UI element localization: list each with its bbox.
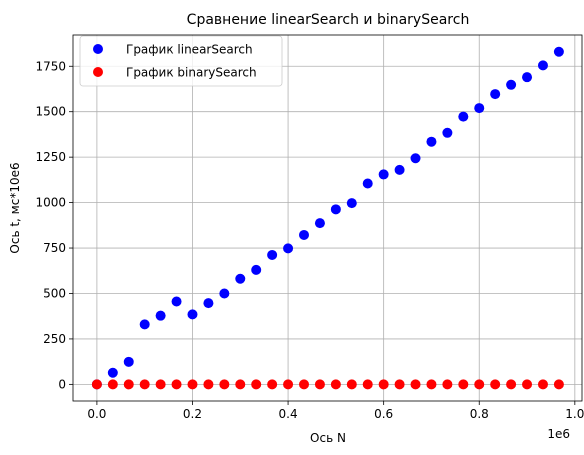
linear-search-point [267, 249, 278, 260]
y-axis-label: Ось t, мс*10е6 [8, 162, 22, 253]
binary-search-point [522, 379, 533, 390]
x-axis-offset-label: 1e6 [547, 427, 570, 441]
linear-search-point [203, 298, 214, 309]
binary-search-point [299, 379, 310, 390]
linear-search-point [123, 356, 134, 367]
linear-search-point [235, 273, 246, 284]
grid [73, 35, 582, 401]
linear-search-point [362, 178, 373, 189]
x-axis-ticks: 0.0 0.2 0.4 0.6 0.8 1.0 [87, 401, 584, 421]
linear-search-point [314, 218, 325, 229]
legend-box [79, 35, 283, 87]
binary-search-point [203, 379, 214, 390]
binary-search-point [219, 379, 230, 390]
x-tick-label: 0.2 [183, 407, 202, 421]
binary-search-point [283, 379, 294, 390]
binary-search-point [458, 379, 469, 390]
binary-search-point [394, 379, 405, 390]
x-tick-label: 1.0 [565, 407, 584, 421]
binary-search-point [490, 379, 501, 390]
series-1 [91, 379, 564, 390]
linear-search-point [283, 243, 294, 254]
binary-search-point [474, 379, 485, 390]
linear-search-point [155, 310, 166, 321]
linear-search-point [378, 169, 389, 180]
binary-search-point [123, 379, 134, 390]
binary-search-point [107, 379, 118, 390]
y-tick-label: 1000 [35, 196, 66, 210]
linear-search-point [251, 264, 262, 275]
binary-search-point [267, 379, 278, 390]
legend-marker-binary [93, 67, 103, 77]
linear-search-point [522, 72, 533, 83]
binary-search-point [506, 379, 517, 390]
legend-label-linear: График linearSearch [126, 43, 253, 57]
binary-search-point [378, 379, 389, 390]
linear-search-point [139, 319, 150, 330]
x-tick-label: 0.8 [470, 407, 489, 421]
binary-search-point [235, 379, 246, 390]
linear-search-point [442, 127, 453, 138]
linear-search-point [474, 103, 485, 114]
linear-search-point [458, 111, 469, 122]
y-tick-label: 1500 [35, 105, 66, 119]
binary-search-point [410, 379, 421, 390]
y-tick-label: 750 [43, 241, 66, 255]
y-tick-label: 0 [58, 377, 66, 391]
linear-search-point [537, 60, 548, 71]
y-tick-label: 250 [43, 332, 66, 346]
linear-search-point [219, 288, 230, 299]
binary-search-point [553, 379, 564, 390]
axes-frame [72, 34, 583, 402]
data-points [91, 46, 564, 390]
binary-search-point [187, 379, 198, 390]
y-axis-ticks: 0 250 500 750 1000 1250 1500 1750 [35, 59, 73, 391]
x-tick-label: 0.0 [87, 407, 106, 421]
linear-search-point [299, 229, 310, 240]
y-tick-label: 500 [43, 286, 66, 300]
binary-search-point [251, 379, 262, 390]
linear-search-point [394, 164, 405, 175]
binary-search-point [442, 379, 453, 390]
binary-search-point [362, 379, 373, 390]
binary-search-point [155, 379, 166, 390]
chart-title: Сравнение linearSearch и binarySearch [187, 12, 470, 28]
binary-search-point [346, 379, 357, 390]
linear-search-point [187, 309, 198, 320]
binary-search-point [537, 379, 548, 390]
linear-search-point [553, 46, 564, 57]
binary-search-point [171, 379, 182, 390]
linear-search-point [410, 153, 421, 164]
legend-marker-linear [93, 44, 103, 54]
binary-search-point [426, 379, 437, 390]
y-tick-label: 1250 [35, 150, 66, 164]
linear-search-point [490, 89, 501, 100]
linear-search-point [171, 296, 182, 307]
x-axis-label: Ось N [310, 431, 346, 445]
x-tick-label: 0.4 [279, 407, 298, 421]
linear-search-point [346, 198, 357, 209]
series-0 [91, 46, 564, 390]
y-tick-label: 1750 [35, 59, 66, 73]
binary-search-point [91, 379, 102, 390]
binary-search-point [314, 379, 325, 390]
linear-search-point [506, 79, 517, 90]
binary-search-point [330, 379, 341, 390]
linear-search-point [330, 204, 341, 215]
linear-search-point [107, 367, 118, 378]
linear-search-point [426, 136, 437, 147]
x-tick-label: 0.6 [374, 407, 393, 421]
binary-search-point [139, 379, 150, 390]
legend: График linearSearch График binarySearch [79, 35, 283, 87]
legend-label-binary: График binarySearch [126, 66, 257, 80]
